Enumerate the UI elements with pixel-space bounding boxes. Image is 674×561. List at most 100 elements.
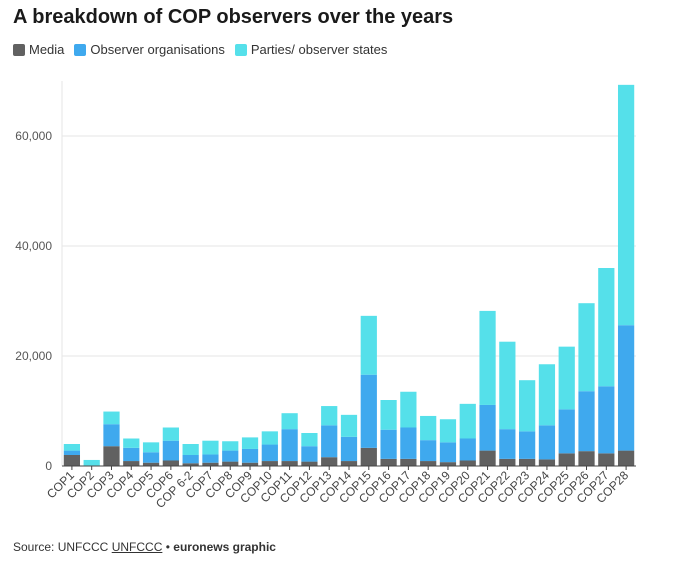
bar-parties-observer-states-cop6[interactable] [162, 427, 179, 441]
bar-parties-observer-states-cop27[interactable] [598, 268, 615, 387]
bar-observer-organisations-cop4[interactable] [123, 447, 140, 462]
legend-swatch-observer-organisations [74, 43, 87, 56]
bar-parties-observer-states-cop23[interactable] [519, 380, 536, 432]
bar-observer-organisations-cop21[interactable] [479, 404, 496, 451]
bar-observer-organisations-cop1[interactable] [63, 450, 81, 455]
bar-observer-organisations-cop14[interactable] [340, 436, 358, 462]
bar-parties-observer-states-cop5[interactable] [142, 442, 160, 453]
bar-observer-organisations-cop9[interactable] [241, 448, 259, 463]
bar-parties-observer-states-cop28[interactable] [617, 84, 635, 326]
bar-media-cop9[interactable] [241, 462, 259, 466]
bar-observer-organisations-cop18[interactable] [420, 440, 437, 462]
credit: euronews graphic [173, 540, 276, 554]
bar-media-cop10[interactable] [261, 461, 278, 466]
bar-observer-organisations-cop8[interactable] [222, 450, 239, 462]
bar-media-cop28[interactable] [617, 450, 635, 466]
legend-label-parties-observer-states: Parties/ observer states [250, 42, 388, 57]
bar-parties-observer-states-cop13[interactable] [321, 406, 338, 426]
legend-item-observer-organisations[interactable]: Observer organisations [74, 42, 225, 57]
bar-parties-observer-states-cop11[interactable] [281, 413, 298, 430]
bar-media-cop5[interactable] [142, 462, 160, 466]
bar-media-cop19[interactable] [439, 462, 457, 466]
bar-parties-observer-states-cop14[interactable] [340, 414, 358, 437]
y-tick-label: 0 [45, 459, 52, 473]
bar-parties-observer-states-cop7[interactable] [202, 440, 219, 455]
bar-observer-organisations-cop11[interactable] [281, 429, 298, 462]
bar-parties-observer-states-cop16[interactable] [380, 400, 397, 430]
bar-parties-observer-states-cop24[interactable] [538, 364, 556, 426]
bar-media-cop8[interactable] [222, 461, 239, 466]
y-tick-label: 60,000 [15, 129, 52, 143]
bar-observer-organisations-cop12[interactable] [301, 446, 318, 462]
bar-parties-observer-states-cop18[interactable] [420, 415, 437, 441]
source-link[interactable]: UNFCCC [111, 540, 163, 554]
bar-parties-observer-states-cop10[interactable] [261, 431, 278, 445]
bar-parties-observer-states-cop-6-2[interactable] [182, 444, 199, 455]
bar-observer-organisations-cop26[interactable] [578, 391, 595, 452]
bar-media-cop12[interactable] [301, 461, 318, 466]
bar-observer-organisations-cop25[interactable] [558, 409, 575, 454]
bar-observer-organisations-cop5[interactable] [142, 452, 160, 463]
bar-parties-observer-states-cop22[interactable] [499, 341, 516, 430]
bar-media-cop11[interactable] [281, 461, 298, 466]
bar-observer-organisations-cop19[interactable] [439, 442, 457, 463]
bar-media-cop18[interactable] [420, 461, 437, 466]
bar-observer-organisations-cop27[interactable] [598, 386, 615, 454]
bar-parties-observer-states-cop2[interactable] [83, 459, 100, 466]
bar-media-cop4[interactable] [123, 461, 140, 466]
bar-parties-observer-states-cop17[interactable] [400, 391, 417, 428]
bar-observer-organisations-cop28[interactable] [617, 325, 635, 451]
bar-observer-organisations-cop10[interactable] [261, 444, 278, 462]
bar-parties-observer-states-cop19[interactable] [439, 419, 457, 443]
bar-media-cop23[interactable] [519, 458, 536, 466]
bar-media-cop14[interactable] [340, 461, 358, 466]
bar-parties-observer-states-cop15[interactable] [360, 315, 377, 375]
bar-observer-organisations-cop15[interactable] [360, 374, 377, 448]
chart-title: A breakdown of COP observers over the ye… [13, 6, 454, 28]
bar-parties-observer-states-cop1[interactable] [63, 444, 81, 451]
bar-media-cop22[interactable] [499, 458, 516, 466]
bar-media-cop1[interactable] [63, 455, 81, 466]
bar-parties-observer-states-cop4[interactable] [123, 438, 140, 448]
bar-parties-observer-states-cop20[interactable] [459, 403, 476, 439]
legend-item-parties-observer-states[interactable]: Parties/ observer states [234, 42, 388, 57]
bar-observer-organisations-cop20[interactable] [459, 438, 476, 461]
bar-observer-organisations-cop13[interactable] [321, 425, 338, 458]
y-tick-label: 40,000 [15, 239, 52, 253]
bar-media-cop21[interactable] [479, 450, 496, 466]
bar-observer-organisations-cop6[interactable] [162, 440, 179, 461]
bar-observer-organisations-cop16[interactable] [380, 429, 397, 459]
bar-parties-observer-states-cop26[interactable] [578, 303, 595, 392]
footer-separator: • [165, 540, 170, 554]
bar-parties-observer-states-cop12[interactable] [301, 433, 318, 447]
bar-media-cop-6-2[interactable] [182, 463, 199, 466]
bar-media-cop3[interactable] [103, 446, 120, 466]
bar-parties-observer-states-cop8[interactable] [222, 441, 239, 451]
bar-media-cop7[interactable] [202, 462, 219, 466]
bar-observer-organisations-cop3[interactable] [103, 424, 120, 447]
bar-media-cop24[interactable] [538, 459, 556, 466]
bar-observer-organisations-cop7[interactable] [202, 454, 219, 463]
bar-parties-observer-states-cop3[interactable] [103, 411, 120, 425]
bar-media-cop13[interactable] [321, 457, 338, 466]
bar-media-cop16[interactable] [380, 458, 397, 466]
bar-parties-observer-states-cop25[interactable] [558, 346, 575, 410]
bar-observer-organisations-cop23[interactable] [519, 431, 536, 459]
bar-parties-observer-states-cop9[interactable] [241, 437, 259, 449]
stacked-bar-chart: 020,00040,00060,000COP1COP2COP3COP4COP5C… [15, 81, 636, 511]
bar-media-cop17[interactable] [400, 458, 417, 466]
legend-item-media[interactable]: Media [13, 42, 64, 57]
bar-media-cop27[interactable] [598, 453, 615, 466]
bar-parties-observer-states-cop21[interactable] [479, 310, 496, 405]
bar-media-cop20[interactable] [459, 460, 476, 467]
bar-media-cop6[interactable] [162, 460, 179, 467]
bar-observer-organisations-cop17[interactable] [400, 427, 417, 459]
legend-swatch-media [13, 43, 25, 56]
bar-observer-organisations-cop24[interactable] [538, 425, 556, 460]
bar-observer-organisations-cop22[interactable] [499, 429, 516, 459]
bar-media-cop25[interactable] [558, 453, 575, 466]
y-tick-label: 20,000 [15, 349, 52, 363]
bar-observer-organisations-cop-6-2[interactable] [182, 455, 199, 464]
bar-media-cop26[interactable] [578, 451, 595, 466]
bar-media-cop15[interactable] [360, 447, 377, 466]
